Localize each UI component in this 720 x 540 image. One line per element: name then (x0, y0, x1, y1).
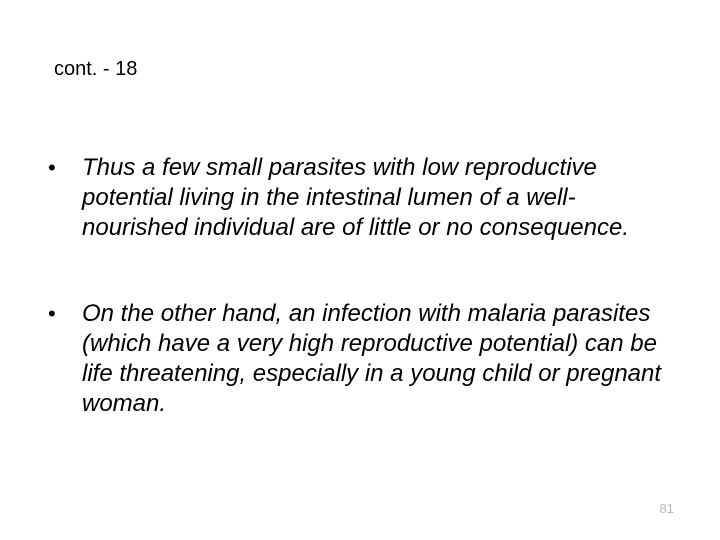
bullet-item: • Thus a few small parasites with low re… (48, 153, 672, 243)
bullet-marker: • (48, 299, 82, 329)
slide-title: cont. - 18 (54, 58, 672, 81)
slide: cont. - 18 • Thus a few small parasites … (0, 0, 720, 540)
bullet-text: On the other hand, an infection with mal… (82, 299, 672, 419)
page-number: 81 (660, 501, 674, 516)
bullet-item: • On the other hand, an infection with m… (48, 299, 672, 419)
bullet-marker: • (48, 153, 82, 183)
bullet-text: Thus a few small parasites with low repr… (82, 153, 672, 243)
